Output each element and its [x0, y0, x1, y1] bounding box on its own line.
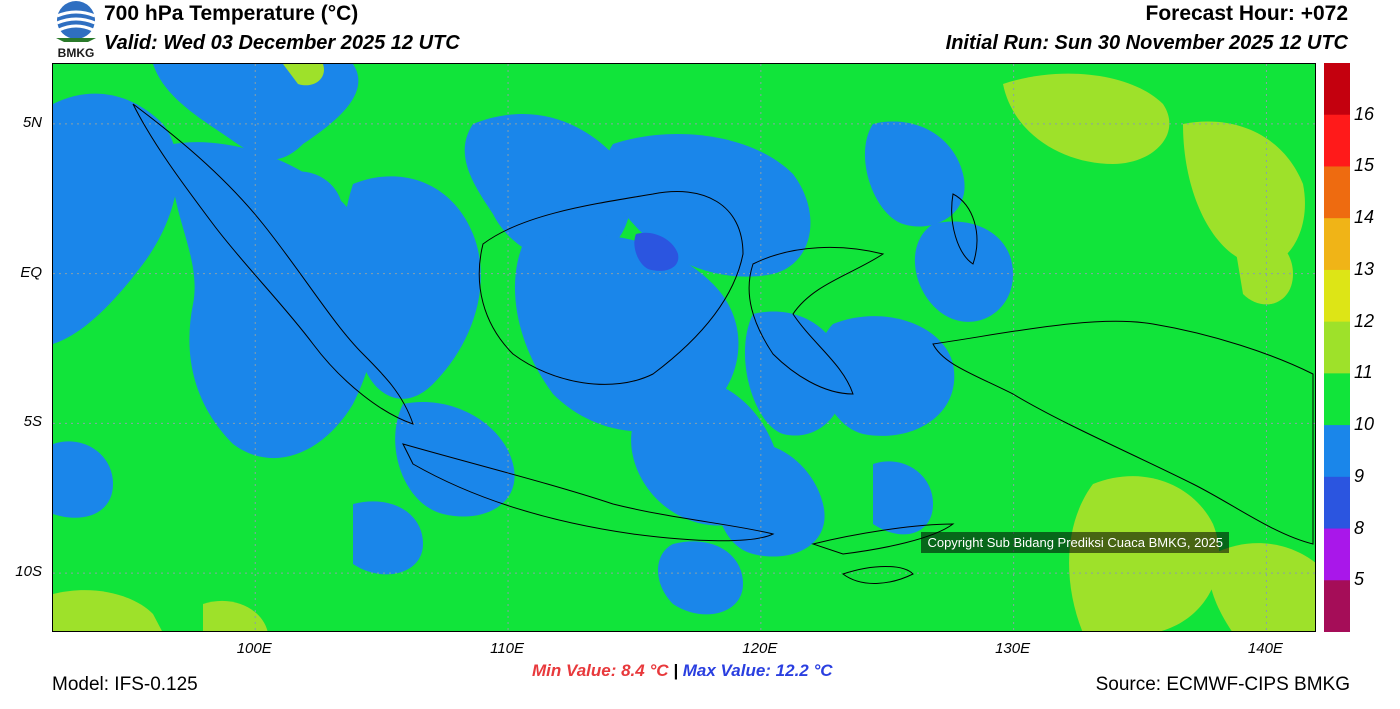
longitude-label: 120E [742, 640, 778, 657]
min-max-values: Min Value: 8.4 °C | Max Value: 12.2 °C [532, 661, 833, 681]
colorbar-label: 14 [1354, 207, 1375, 228]
colorbar-label: 11 [1354, 362, 1373, 383]
colorbar-segment [1324, 528, 1350, 581]
colorbar-label: 9 [1354, 465, 1365, 486]
coastlines [132, 103, 1314, 584]
colorbar-label: 10 [1354, 414, 1375, 435]
colorbar-segment [1324, 476, 1350, 530]
forecast-hour: Forecast Hour: +072 [1145, 2, 1349, 25]
longitude-label: 110E [490, 640, 524, 657]
copyright-notice: Copyright Sub Bidang Prediksi Cuaca BMKG… [921, 532, 1229, 553]
colorbar-segment [1324, 321, 1350, 374]
temperature-map[interactable]: Copyright Sub Bidang Prediksi Cuaca BMKG… [52, 63, 1316, 632]
bmkg-logo: BMKG [56, 1, 96, 60]
colorbar [1324, 63, 1350, 632]
latitude-label: 5S [23, 413, 42, 431]
min-max-separator: | [673, 661, 679, 680]
colorbar-label: 15 [1354, 155, 1375, 176]
colorbar-segment [1324, 218, 1350, 271]
initial-run: Initial Run: Sun 30 November 2025 12 UTC [945, 32, 1348, 54]
colorbar-segment [1324, 166, 1350, 219]
latitude-label: EQ [20, 263, 42, 281]
colorbar-label: 5 [1354, 569, 1365, 590]
colorbar-label: 8 [1354, 517, 1365, 538]
valid-time: Valid: Wed 03 December 2025 12 UTC [104, 32, 460, 54]
colorbar-label: 13 [1354, 258, 1375, 279]
latitude-label: 5N [22, 113, 42, 131]
temp-8-9-regions [634, 232, 679, 271]
min-value: Min Value: 8.4 °C [532, 661, 669, 680]
map-title: 700 hPa Temperature (°C) [104, 2, 359, 25]
latitude-label: 10S [15, 563, 42, 581]
longitude-label: 130E [995, 640, 1031, 657]
longitude-label: 140E [1247, 640, 1283, 657]
temp-9-10-regions [53, 64, 1013, 615]
colorbar-label: 12 [1354, 310, 1375, 331]
colorbar-label: 16 [1354, 103, 1375, 124]
logo-text: BMKG [58, 46, 95, 60]
source-info: Source: ECMWF-CIPS BMKG [1095, 674, 1350, 695]
max-value: Max Value: 12.2 °C [682, 661, 833, 680]
temp-11-12-regions [53, 64, 1315, 631]
colorbar-segment [1324, 114, 1350, 167]
longitude-label: 100E [236, 640, 272, 657]
colorbar-segment [1324, 269, 1350, 323]
colorbar-segment [1324, 425, 1350, 478]
colorbar-segment [1324, 373, 1350, 426]
colorbar-segment [1324, 580, 1350, 632]
colorbar-segment [1324, 63, 1350, 116]
model-info: Model: IFS-0.125 [52, 674, 198, 695]
